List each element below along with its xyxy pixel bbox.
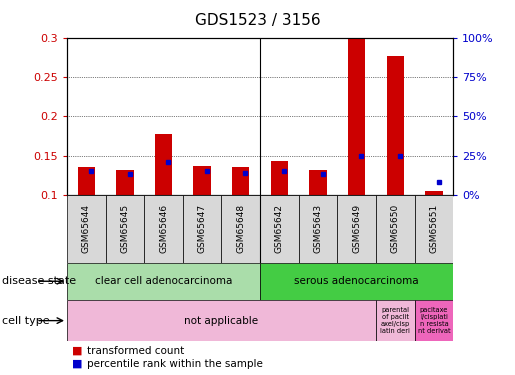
Bar bbox=[67, 300, 376, 341]
Bar bbox=[348, 38, 365, 195]
Text: not applicable: not applicable bbox=[184, 316, 259, 326]
Bar bbox=[232, 167, 249, 195]
Bar bbox=[221, 195, 260, 262]
Text: percentile rank within the sample: percentile rank within the sample bbox=[87, 359, 263, 369]
Bar bbox=[78, 167, 95, 195]
Text: GSM65645: GSM65645 bbox=[121, 204, 129, 254]
Text: transformed count: transformed count bbox=[87, 346, 184, 355]
Bar bbox=[299, 195, 337, 262]
Bar bbox=[425, 191, 442, 195]
Bar bbox=[376, 300, 415, 341]
Bar bbox=[387, 56, 404, 195]
Bar bbox=[271, 161, 288, 195]
Bar bbox=[337, 195, 376, 262]
Bar bbox=[376, 195, 415, 262]
Text: serous adenocarcinoma: serous adenocarcinoma bbox=[295, 276, 419, 286]
Bar bbox=[260, 195, 299, 262]
Bar bbox=[67, 195, 106, 262]
Text: GSM65649: GSM65649 bbox=[352, 204, 361, 254]
Bar bbox=[183, 195, 221, 262]
Text: ■: ■ bbox=[72, 359, 82, 369]
Text: GSM65651: GSM65651 bbox=[430, 204, 438, 254]
Text: cell type: cell type bbox=[2, 316, 49, 326]
Text: pacltaxe
l/cisplati
n resista
nt derivat: pacltaxe l/cisplati n resista nt derivat bbox=[418, 307, 450, 334]
Bar bbox=[144, 195, 183, 262]
Text: parental
of paclit
axel/cisp
latin deri: parental of paclit axel/cisp latin deri bbox=[380, 307, 410, 334]
Text: disease state: disease state bbox=[2, 276, 76, 286]
Bar bbox=[415, 300, 453, 341]
Bar bbox=[415, 195, 453, 262]
Text: GSM65648: GSM65648 bbox=[236, 204, 245, 254]
Bar bbox=[67, 262, 260, 300]
Text: GSM65646: GSM65646 bbox=[159, 204, 168, 254]
Bar bbox=[155, 134, 172, 195]
Text: clear cell adenocarcinoma: clear cell adenocarcinoma bbox=[95, 276, 232, 286]
Bar bbox=[260, 262, 453, 300]
Text: GSM65642: GSM65642 bbox=[275, 204, 284, 253]
Bar bbox=[106, 195, 144, 262]
Text: GDS1523 / 3156: GDS1523 / 3156 bbox=[195, 13, 320, 28]
Bar bbox=[194, 166, 211, 195]
Bar bbox=[116, 170, 133, 195]
Bar bbox=[310, 170, 327, 195]
Text: ■: ■ bbox=[72, 346, 82, 355]
Text: GSM65644: GSM65644 bbox=[82, 204, 91, 253]
Text: GSM65647: GSM65647 bbox=[198, 204, 207, 254]
Text: GSM65650: GSM65650 bbox=[391, 204, 400, 254]
Text: GSM65643: GSM65643 bbox=[314, 204, 322, 254]
